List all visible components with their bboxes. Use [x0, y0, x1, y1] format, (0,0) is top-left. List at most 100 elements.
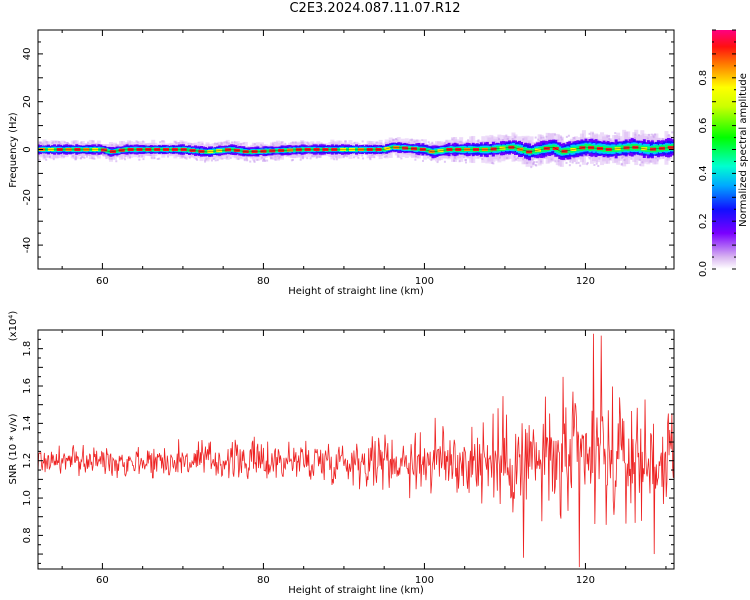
heatmap-cell: [46, 143, 49, 146]
heatmap-cell: [105, 157, 108, 160]
heatmap-cell: [242, 142, 245, 145]
heatmap-cell: [45, 140, 48, 143]
heatmap-cell: [448, 155, 451, 158]
heatmap-cell: [608, 137, 611, 140]
snr-x-label: Height of straight line (km): [288, 585, 424, 596]
spectrogram-y-tick-label: -20: [22, 189, 33, 205]
heatmap-cell: [530, 166, 533, 169]
heatmap-cell: [444, 142, 447, 145]
heatmap-cell: [542, 136, 545, 139]
heatmap-cell: [671, 131, 674, 134]
heatmap-cell: [654, 157, 657, 160]
heatmap-cell: [369, 157, 372, 160]
heatmap-cell: [464, 159, 467, 162]
heatmap-cell: [158, 157, 161, 160]
heatmap-cell: [58, 141, 61, 144]
heatmap-cell: [370, 143, 373, 146]
heatmap-cell: [421, 139, 424, 142]
heatmap-cell: [260, 143, 263, 146]
heatmap-cell: [115, 154, 118, 157]
heatmap-cell: [225, 141, 228, 144]
heatmap-cell: [421, 159, 424, 162]
heatmap-cell: [494, 140, 497, 143]
heatmap-cell: [159, 141, 162, 144]
heatmap-cell: [153, 156, 156, 159]
heatmap-cell: [577, 161, 580, 164]
heatmap-cell: [319, 155, 322, 158]
heatmap-cell: [205, 158, 208, 161]
heatmap-cell: [290, 159, 293, 162]
heatmap-cell: [274, 158, 277, 161]
heatmap-cell: [256, 158, 259, 161]
heatmap-cell: [38, 141, 41, 144]
heatmap-cell: [74, 156, 77, 159]
heatmap-cell: [463, 156, 466, 159]
heatmap-cell: [565, 135, 568, 138]
heatmap-cell: [253, 143, 256, 146]
heatmap-cell: [45, 158, 48, 161]
heatmap-cell: [501, 139, 504, 142]
heatmap-cell: [335, 156, 338, 159]
heatmap-cell: [210, 159, 213, 162]
heatmap-cell: [220, 143, 223, 146]
heatmap-cell: [646, 137, 649, 140]
heatmap-cell: [247, 146, 250, 149]
heatmap-cell: [513, 155, 516, 158]
heatmap-cell: [263, 159, 266, 162]
colorbar-tick-label: 0.8: [698, 70, 709, 86]
heatmap-cell: [230, 141, 233, 144]
heatmap-cell: [481, 158, 484, 161]
heatmap-cell: [633, 136, 636, 139]
heatmap-cell: [427, 156, 430, 159]
heatmap-cell: [93, 157, 96, 160]
heatmap-cell: [609, 139, 612, 142]
heatmap-cell: [315, 156, 318, 159]
heatmap-cell: [243, 158, 246, 161]
heatmap-cell: [185, 157, 188, 160]
heatmap-cell: [458, 160, 461, 163]
heatmap-cell: [127, 153, 130, 156]
heatmap-cell: [407, 141, 410, 144]
heatmap-cell: [606, 140, 609, 143]
heatmap-cell: [397, 155, 400, 158]
heatmap-cell: [662, 138, 665, 141]
heatmap-cell: [532, 163, 535, 166]
heatmap-cell: [278, 157, 281, 160]
heatmap-cell: [181, 155, 184, 158]
heatmap-cell: [142, 140, 145, 143]
heatmap-cell: [395, 138, 398, 141]
heatmap-cell: [256, 145, 259, 148]
heatmap-cell: [460, 140, 463, 143]
heatmap-cell: [491, 162, 494, 165]
heatmap-cell: [430, 159, 433, 162]
heatmap-cell: [454, 141, 457, 144]
heatmap-cell: [516, 156, 519, 159]
heatmap-cell: [481, 141, 484, 144]
heatmap-cell: [253, 159, 256, 162]
heatmap-cell: [136, 141, 139, 144]
heatmap-cell: [197, 144, 200, 147]
heatmap-cell: [368, 143, 371, 146]
colorbar-tick-label: 0.2: [698, 213, 709, 229]
heatmap-cell: [595, 162, 598, 165]
heatmap-cell: [641, 161, 644, 164]
snr-y-ticks: 0.8 1.0 1.2 1.4 1.6 1.8: [22, 338, 674, 564]
heatmap-cell: [108, 157, 111, 160]
heatmap-cell: [307, 143, 310, 146]
heatmap-cell: [361, 154, 364, 157]
heatmap-cell: [557, 139, 560, 142]
heatmap-cell: [190, 143, 193, 146]
heatmap-cell: [142, 158, 145, 161]
heatmap-cell: [414, 155, 417, 158]
heatmap-cell: [60, 154, 63, 157]
heatmap-cell: [117, 145, 120, 148]
heatmap-cell: [400, 157, 403, 160]
heatmap-cell: [550, 158, 553, 161]
heatmap-cell: [280, 141, 283, 144]
heatmap-cell: [266, 159, 269, 162]
heatmap-cell: [263, 158, 266, 161]
heatmap-cell: [218, 144, 221, 147]
spectrogram-x-tick-label: 120: [576, 276, 595, 287]
heatmap-cell: [373, 156, 376, 159]
heatmap-cell: [85, 155, 88, 158]
